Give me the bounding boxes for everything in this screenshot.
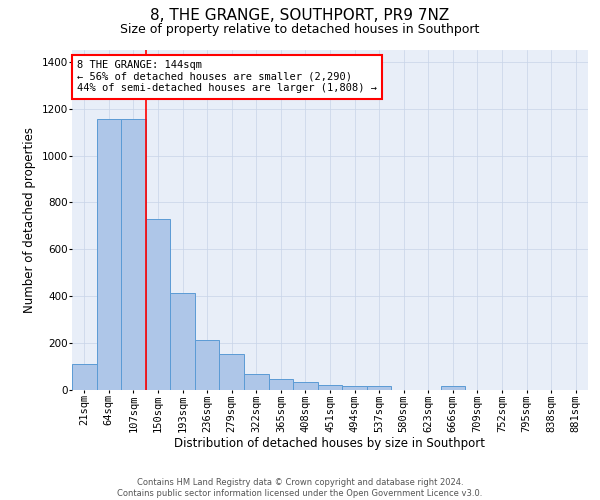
Bar [342, 386, 367, 390]
Text: 8, THE GRANGE, SOUTHPORT, PR9 7NZ: 8, THE GRANGE, SOUTHPORT, PR9 7NZ [151, 8, 449, 22]
Bar [72, 364, 97, 390]
Bar [269, 378, 293, 390]
X-axis label: Distribution of detached houses by size in Southport: Distribution of detached houses by size … [175, 437, 485, 450]
Bar [220, 354, 244, 390]
Bar [244, 374, 269, 390]
Bar [121, 119, 146, 390]
Text: Contains HM Land Registry data © Crown copyright and database right 2024.
Contai: Contains HM Land Registry data © Crown c… [118, 478, 482, 498]
Text: 8 THE GRANGE: 144sqm
← 56% of detached houses are smaller (2,290)
44% of semi-de: 8 THE GRANGE: 144sqm ← 56% of detached h… [77, 60, 377, 94]
Text: Size of property relative to detached houses in Southport: Size of property relative to detached ho… [121, 22, 479, 36]
Bar [440, 386, 465, 390]
Bar [170, 292, 195, 390]
Bar [195, 340, 220, 390]
Bar [367, 386, 391, 390]
Bar [293, 382, 318, 390]
Bar [97, 119, 121, 390]
Y-axis label: Number of detached properties: Number of detached properties [23, 127, 36, 313]
Bar [318, 386, 342, 390]
Bar [146, 219, 170, 390]
